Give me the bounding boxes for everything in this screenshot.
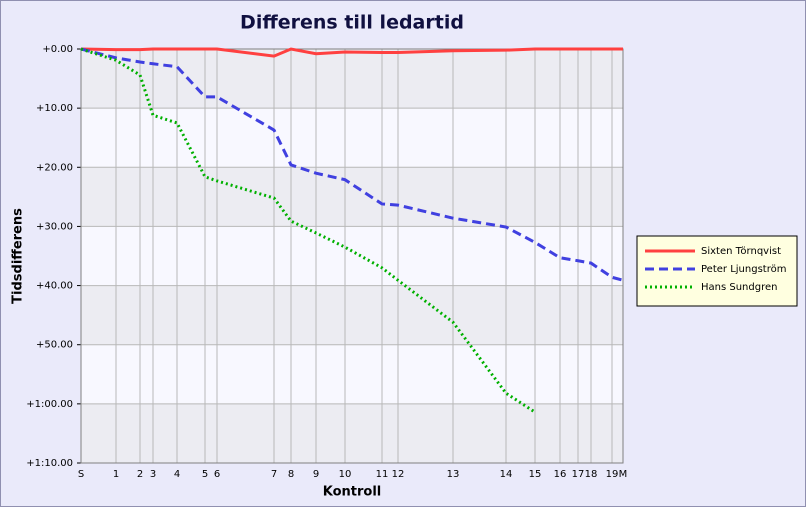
x-tick-label: 2: [137, 469, 143, 480]
x-tick-label: 7: [271, 469, 277, 480]
x-tick-label: 3: [150, 469, 156, 480]
y-tick-label: +30.00: [36, 221, 73, 232]
plot-border: [80, 48, 624, 464]
x-tick-label: 18: [585, 469, 598, 480]
x-tick-label: 10: [339, 469, 352, 480]
y-tick-label: +50.00: [36, 340, 73, 351]
x-tick-label: 17: [572, 469, 585, 480]
y-tick-label: +10.00: [36, 103, 73, 114]
x-tick-label: 14: [500, 469, 513, 480]
series-line: [80, 47, 624, 282]
legend-label: Peter Ljungström: [701, 264, 786, 275]
legend-label: Sixten Törnqvist: [701, 246, 781, 257]
x-tick-label: 12: [392, 469, 405, 480]
y-tick-label: +1:10.00: [26, 458, 73, 469]
x-tick-label: 16: [554, 469, 567, 480]
x-tick-label: S: [78, 469, 84, 480]
y-tick-label: +1:00.00: [26, 399, 73, 410]
y-tick-label: +20.00: [36, 162, 73, 173]
x-axis-label: Kontroll: [323, 485, 382, 500]
y-tick-label: +40.00: [36, 281, 73, 292]
x-tick-label: 19: [606, 469, 619, 480]
grid-band: [81, 285, 623, 345]
x-tick-label: 6: [214, 469, 220, 480]
x-tick-label: 15: [529, 469, 542, 480]
series-line: [80, 47, 623, 58]
grid-band: [81, 167, 623, 227]
x-tick-label: 5: [202, 469, 208, 480]
x-tick-label: 9: [313, 469, 319, 480]
legend-label: Hans Sundgren: [701, 282, 777, 293]
x-tick-label: 4: [174, 469, 180, 480]
y-tick-label: +0.00: [42, 44, 73, 55]
grid-band: [81, 49, 623, 109]
x-tick-label: 8: [288, 469, 294, 480]
y-axis-label: Tidsdifferens: [11, 208, 26, 304]
chart-title: Differens till ledartid: [240, 12, 464, 34]
plot-area: [81, 49, 623, 463]
grid-band: [81, 403, 623, 463]
x-tick-label: 1: [113, 469, 119, 480]
x-tick-label: M: [619, 469, 628, 480]
x-tick-label: 13: [447, 469, 460, 480]
legend: [636, 235, 798, 307]
x-tick-label: 11: [376, 469, 389, 480]
series-line: [80, 47, 536, 414]
